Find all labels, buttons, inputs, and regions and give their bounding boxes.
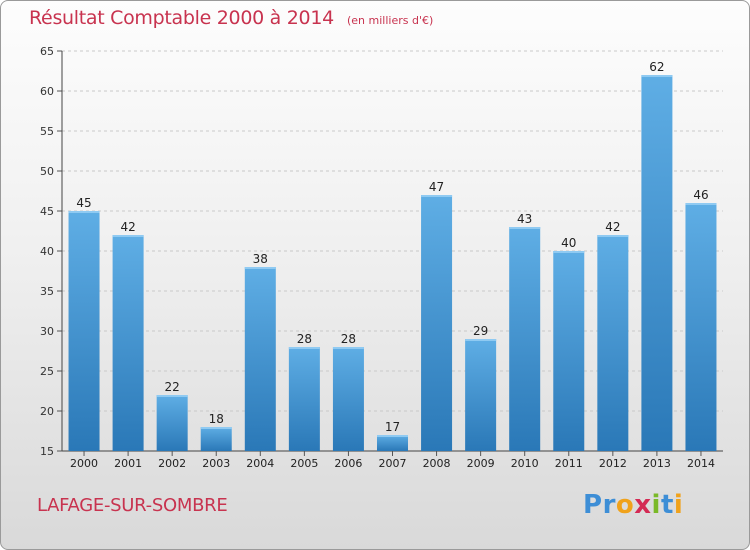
- y-tick-label: 30: [40, 325, 54, 338]
- bar-highlight: [156, 395, 188, 397]
- chart-title: Résultat Comptable 2000 à 2014 (en milli…: [29, 7, 433, 29]
- x-tick-label-2006: 2006: [334, 457, 362, 470]
- bar-highlight: [244, 267, 276, 269]
- bar-2005[interactable]: [288, 347, 320, 451]
- data-label-2001: 42: [120, 220, 135, 234]
- data-label-2002: 22: [165, 380, 180, 394]
- bar-2006[interactable]: [332, 347, 364, 451]
- x-tick-label-2012: 2012: [599, 457, 627, 470]
- data-label-2011: 40: [561, 236, 576, 250]
- bar-highlight: [553, 251, 585, 253]
- bar-highlight: [377, 435, 408, 437]
- x-tick-label-2010: 2010: [511, 457, 539, 470]
- bar-2010[interactable]: [509, 227, 541, 451]
- data-label-2009: 29: [473, 324, 488, 338]
- bar-highlight: [641, 75, 673, 77]
- data-label-2014: 46: [693, 188, 708, 202]
- bar-highlight: [200, 427, 232, 429]
- logo-letter: r: [602, 490, 616, 520]
- bar-2001[interactable]: [112, 235, 144, 451]
- x-tick-label-2011: 2011: [555, 457, 583, 470]
- bars: [68, 75, 717, 451]
- x-tick-label-2003: 2003: [202, 457, 230, 470]
- bar-highlight: [685, 203, 717, 205]
- logo-letter: P: [583, 490, 603, 520]
- bar-2011[interactable]: [553, 251, 585, 451]
- bar-highlight: [112, 235, 144, 237]
- bar-highlight: [509, 227, 541, 229]
- x-tick-label-2005: 2005: [290, 457, 318, 470]
- y-tick-label: 20: [40, 405, 54, 418]
- bar-highlight: [465, 339, 497, 341]
- y-tick-label: 40: [40, 245, 54, 258]
- logo-letter: i: [673, 490, 684, 520]
- data-label-2012: 42: [605, 220, 620, 234]
- x-tick-label-2002: 2002: [158, 457, 186, 470]
- data-label-2010: 43: [517, 212, 532, 226]
- bar-2009[interactable]: [465, 339, 497, 451]
- bar-2002[interactable]: [156, 395, 188, 451]
- data-label-2007: 17: [385, 420, 400, 434]
- data-label-2004: 38: [253, 252, 268, 266]
- x-tick-label-2013: 2013: [643, 457, 671, 470]
- logo-letter: x: [634, 490, 652, 520]
- grid-lines: [62, 50, 723, 412]
- bar-2000[interactable]: [68, 211, 100, 451]
- data-label-2008: 47: [429, 180, 444, 194]
- x-tick-label-2008: 2008: [423, 457, 451, 470]
- bar-2003[interactable]: [200, 427, 232, 451]
- y-tick-label: 60: [40, 85, 54, 98]
- x-tick-label-2007: 2007: [379, 457, 407, 470]
- bar-highlight: [597, 235, 629, 237]
- data-label-2003: 18: [209, 412, 224, 426]
- x-tick-label-2014: 2014: [687, 457, 715, 470]
- bar-2004[interactable]: [244, 267, 276, 451]
- y-tick-label: 65: [40, 45, 54, 58]
- bar-2014[interactable]: [685, 203, 717, 451]
- chart-unit: (en milliers d'€): [346, 14, 434, 27]
- data-label-2013: 62: [649, 60, 664, 74]
- data-label-2000: 45: [76, 196, 91, 210]
- logo-letter: o: [615, 490, 635, 520]
- bar-2013[interactable]: [641, 75, 673, 451]
- bar-highlight: [288, 347, 320, 349]
- logo-letter: i: [651, 490, 661, 520]
- data-label-2005: 28: [297, 332, 312, 346]
- x-tick-label-2000: 2000: [70, 457, 98, 470]
- proxiti-logo[interactable]: Proxiti: [583, 490, 683, 520]
- bar-highlight: [332, 347, 364, 349]
- bar-2007[interactable]: [377, 435, 408, 451]
- y-tick-label: 15: [40, 445, 54, 458]
- y-tick-label: 45: [40, 205, 54, 218]
- x-tick-label-2001: 2001: [114, 457, 142, 470]
- x-tick-label-2004: 2004: [246, 457, 274, 470]
- x-tick-label-2009: 2009: [467, 457, 495, 470]
- bar-2008[interactable]: [421, 195, 453, 451]
- bar-highlight: [68, 211, 100, 213]
- chart-title-text: Résultat Comptable 2000 à 2014: [29, 7, 334, 29]
- data-label-2006: 28: [341, 332, 356, 346]
- y-tick-label: 35: [40, 285, 54, 298]
- logo-letter: t: [660, 490, 674, 520]
- y-tick-label: 55: [40, 125, 54, 138]
- town-name: LAFAGE-SUR-SOMBRE: [37, 495, 228, 516]
- bar-highlight: [421, 195, 453, 197]
- y-tick-label: 50: [40, 165, 54, 178]
- y-tick-label: 25: [40, 365, 54, 378]
- bar-2012[interactable]: [597, 235, 629, 451]
- data-labels: 45 42 22 18 38 28 28 17 47 29 43 40 42 62 46: [76, 60, 708, 434]
